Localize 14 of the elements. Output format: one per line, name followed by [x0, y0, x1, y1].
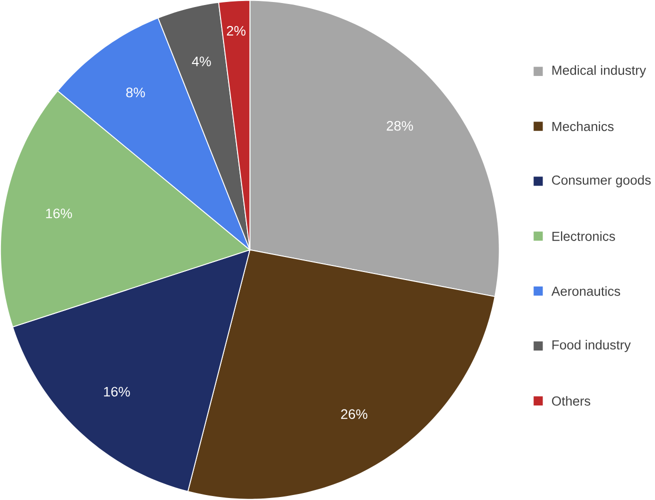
legend-label: Electronics — [552, 231, 616, 242]
data-label: 16% — [46, 208, 72, 218]
data-label: 4% — [192, 56, 211, 66]
legend-label: Medical industry — [552, 65, 646, 78]
legend-label: Food industry — [552, 340, 631, 352]
legend-label: Mechanics — [552, 122, 614, 132]
data-label: 2% — [226, 26, 246, 36]
legend-label: Aeronautics — [551, 286, 620, 296]
data-label: 26% — [341, 409, 368, 420]
data-label: 16% — [104, 386, 130, 397]
legend-label: Others — [552, 396, 590, 406]
data-label: 28% — [386, 121, 413, 131]
legend-label: Consumer goods — [552, 175, 651, 188]
data-label: 8% — [126, 88, 145, 98]
